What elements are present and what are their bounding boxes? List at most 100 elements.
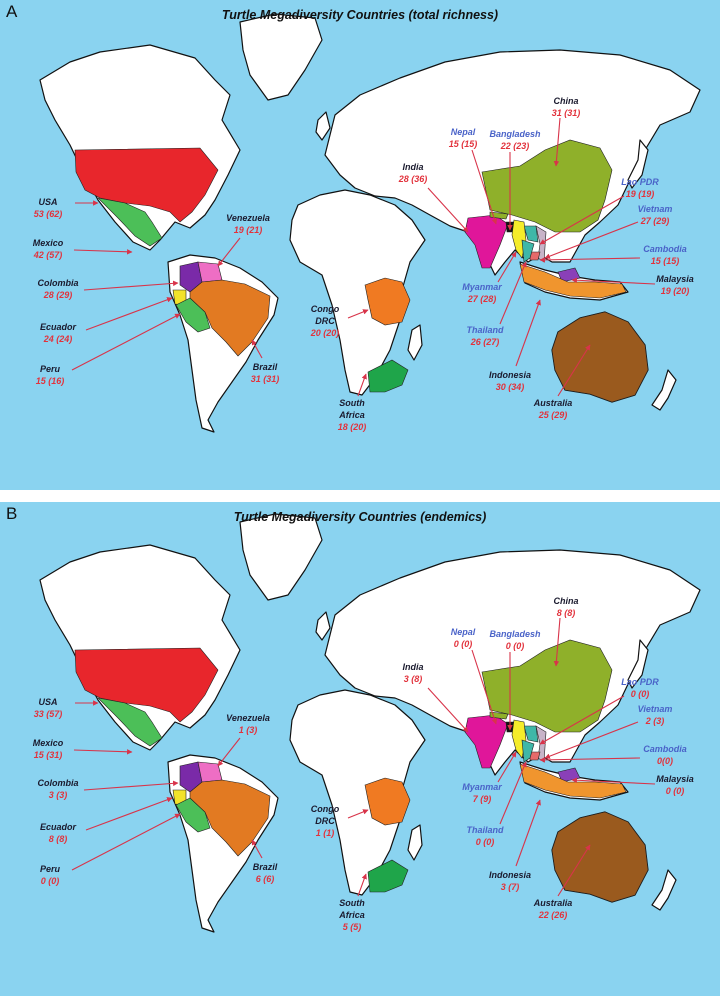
- country-label: Mexico 42 (57): [33, 238, 64, 260]
- country-name: Bangladesh: [489, 129, 541, 139]
- country-name: Africa: [338, 410, 365, 420]
- country-name: Myanmar: [462, 282, 502, 292]
- species-count: 0 (0): [631, 689, 650, 699]
- country-label: Ecuador 24 (24): [40, 322, 77, 344]
- species-count: 24 (24): [43, 334, 73, 344]
- species-count: 1 (3): [239, 725, 258, 735]
- arrow: [544, 721, 639, 759]
- arrow: [471, 149, 498, 225]
- country-label: India 3 (8): [402, 662, 423, 684]
- country-lao-pdr: [523, 225, 539, 243]
- species-count: 22 (26): [538, 910, 568, 920]
- country-name: Malaysia: [656, 274, 694, 284]
- country-lao-pdr: [523, 725, 539, 743]
- landmass-eurasia: [324, 49, 701, 276]
- species-count: 15 (16): [36, 376, 65, 386]
- landmass-madagascar: [407, 824, 423, 861]
- country-label: Australia 22 (26): [533, 898, 573, 920]
- country-name: Venezuela: [226, 713, 270, 723]
- country-name: Cambodia: [643, 744, 687, 754]
- arrow: [553, 117, 561, 167]
- country-name: Africa: [338, 910, 365, 920]
- species-count: 0 (0): [506, 641, 525, 651]
- country-south-africa: [367, 859, 409, 893]
- country-name: Australia: [533, 898, 573, 908]
- species-count: 2 (3): [645, 716, 665, 726]
- landmass-uk: [315, 111, 331, 141]
- species-count: 0 (0): [666, 786, 685, 796]
- country-label: South Africa 5 (5): [338, 898, 365, 932]
- arrow: [85, 297, 173, 331]
- country-name: Indonesia: [489, 370, 531, 380]
- country-label: Myanmar 27 (28): [462, 282, 502, 304]
- country-name: Venezuela: [226, 213, 270, 223]
- arrow: [515, 299, 541, 367]
- country-name: Peru: [40, 864, 61, 874]
- country-name: Nepal: [451, 627, 476, 637]
- country-mexico: [97, 197, 163, 247]
- country-label: Malaysia 0 (0): [656, 774, 694, 796]
- species-count: 28 (29): [43, 290, 73, 300]
- country-label: Indonesia 30 (34): [489, 370, 531, 392]
- panel-letter: B: [6, 504, 17, 523]
- country-china: [481, 139, 613, 233]
- country-label: Lao PDR 19 (19): [621, 177, 659, 199]
- species-count: 30 (34): [496, 382, 525, 392]
- country-label: Venezuela 1 (3): [226, 713, 270, 735]
- country-label: Thailand 26 (27): [466, 325, 504, 347]
- landmass-new-zealand: [651, 369, 677, 411]
- arrow: [557, 344, 591, 397]
- arrow: [217, 237, 241, 267]
- country-name: Myanmar: [462, 782, 502, 792]
- arrow: [85, 797, 173, 831]
- country-nepal: [489, 711, 509, 720]
- arrow: [347, 309, 369, 319]
- country-label: China 8 (8): [553, 596, 578, 618]
- arrow: [539, 695, 625, 745]
- country-name: China: [553, 596, 578, 606]
- country-label: Venezuela 19 (21): [226, 213, 270, 235]
- country-label: Australia 25 (29): [533, 398, 573, 420]
- country-indonesia: [519, 263, 627, 299]
- country-name: Congo: [311, 304, 340, 314]
- landmass-greenland: [239, 13, 323, 101]
- species-count: 22 (23): [500, 141, 530, 151]
- species-count: 27 (29): [640, 216, 670, 226]
- country-australia: [551, 811, 649, 903]
- country-label: South Africa 18 (20): [338, 398, 367, 432]
- landmass-japan: [627, 139, 649, 189]
- arrow: [539, 195, 625, 245]
- country-name: Peru: [40, 364, 61, 374]
- arrow: [347, 809, 369, 819]
- species-count: 27 (28): [467, 294, 497, 304]
- arrow: [73, 749, 133, 755]
- arrow: [544, 221, 639, 259]
- species-count: 15 (15): [449, 139, 478, 149]
- country-name: Colombia: [37, 278, 78, 288]
- country-label: USA 53 (62): [34, 197, 63, 219]
- country-label: Cambodia 0(0): [643, 744, 687, 766]
- country-name: Lao PDR: [621, 677, 659, 687]
- country-name: Vietnam: [638, 704, 673, 714]
- species-count: 0 (0): [41, 876, 60, 886]
- arrow: [539, 257, 641, 263]
- country-name: Mexico: [33, 738, 64, 748]
- country-label: Indonesia 3 (7): [489, 870, 531, 892]
- species-count: 8 (8): [49, 834, 68, 844]
- country-name: Bangladesh: [489, 629, 541, 639]
- species-count: 42 (57): [33, 250, 63, 260]
- country-south-africa: [367, 359, 409, 393]
- country-name: Cambodia: [643, 244, 687, 254]
- country-label: Nepal 15 (15): [449, 127, 478, 149]
- species-count: 7 (9): [473, 794, 492, 804]
- species-count: 0(0): [657, 756, 673, 766]
- country-name: Ecuador: [40, 822, 77, 832]
- country-label: Brazil 31 (31): [251, 362, 280, 384]
- country-label: Nepal 0 (0): [451, 627, 476, 649]
- country-name: Brazil: [253, 362, 278, 372]
- country-label: Lao PDR 0 (0): [621, 677, 659, 699]
- country-label: Peru 15 (16): [36, 364, 65, 386]
- country-name: South: [339, 898, 365, 908]
- country-name: Lao PDR: [621, 177, 659, 187]
- country-name: Ecuador: [40, 322, 77, 332]
